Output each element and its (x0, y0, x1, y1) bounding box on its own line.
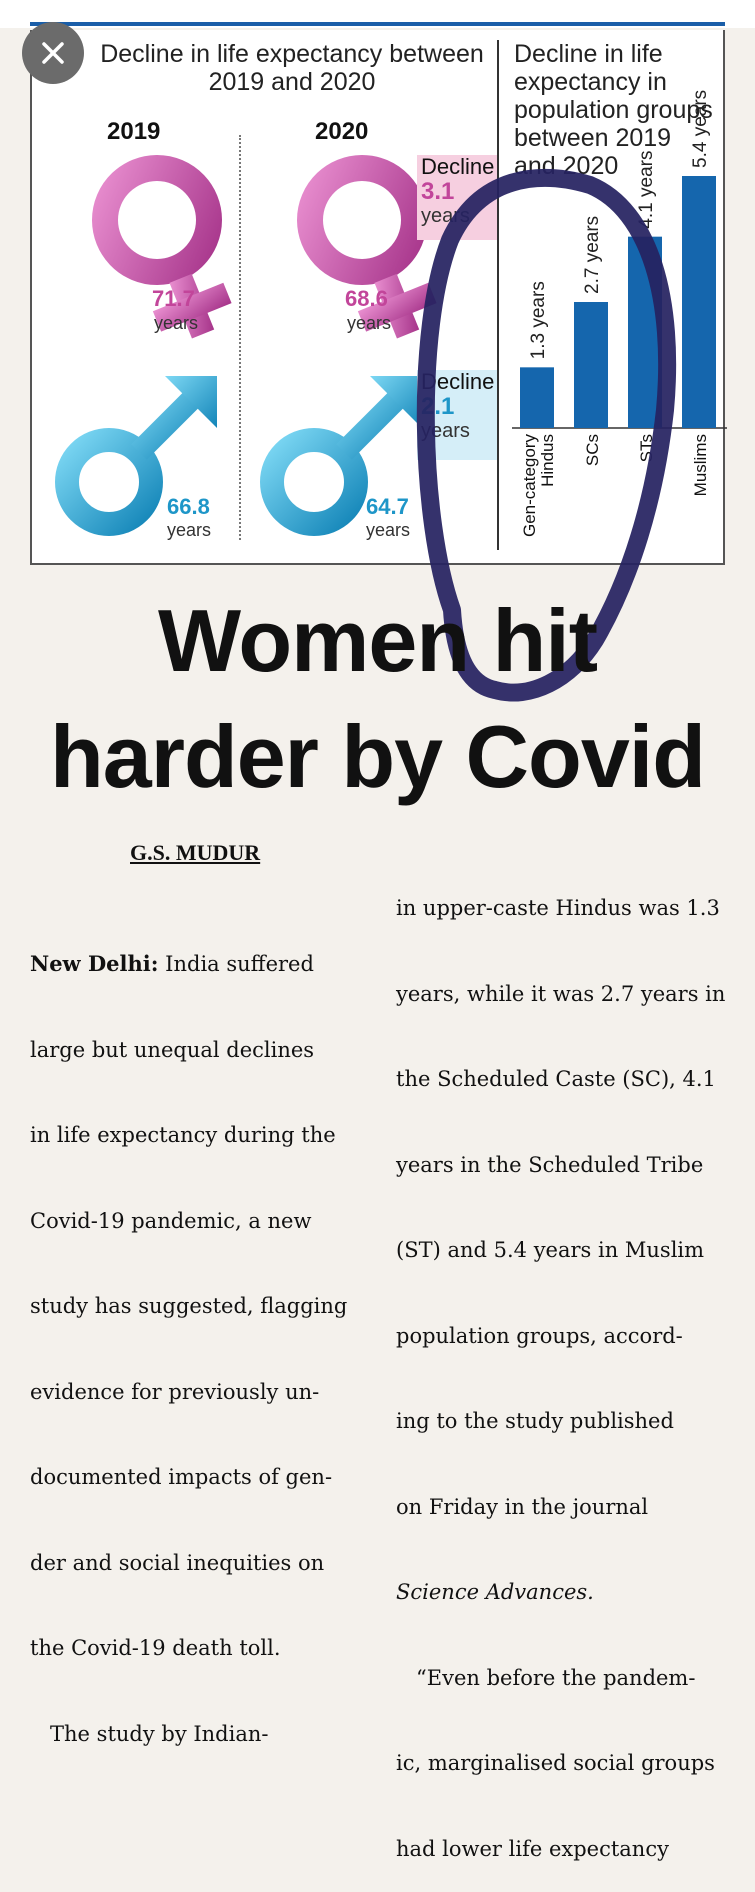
col2-line: the Scheduled Caste (SC), 4.1 (396, 1067, 716, 1091)
page-cutoff (0, 1188, 755, 1200)
right-title-line: Decline in life (514, 40, 663, 68)
col2-line: (ST) and 5.4 years in Muslim (396, 1238, 705, 1262)
section-divider (497, 40, 499, 550)
female-2020-unit: years (347, 313, 392, 333)
year-2019-label: 2019 (107, 118, 161, 145)
bar-value-label: 5.4 years (690, 90, 711, 168)
bar-0 (520, 367, 554, 428)
right-title-line: expectancy in (514, 68, 667, 96)
hand-drawn-circle-annotation (416, 168, 677, 702)
col2-line: Science Advances. (396, 1580, 594, 1604)
headline-line1: Women hit (157, 591, 598, 690)
col1-line: study has suggested, flagging (30, 1294, 348, 1318)
female-2019-unit: years (154, 313, 199, 333)
bar-value-label: 1.3 years (528, 281, 549, 359)
byline: G.S. MUDUR (130, 840, 261, 865)
female-decline-label: Decline (421, 154, 495, 179)
left-title-line2: 2019 and 2020 (208, 68, 376, 96)
col2-line: population groups, accord- (396, 1323, 683, 1348)
col2-line: years, while it was 2.7 years in (396, 981, 726, 1006)
col2-line: ic, marginalised social groups (396, 1751, 715, 1775)
col1-line: Covid-19 pandemic, a new (30, 1208, 312, 1233)
female-decline-value: 3.1 (421, 178, 455, 205)
col2-line: years in the Scheduled Tribe (396, 1152, 704, 1177)
article-column-1: New Delhi: India suffered large but uneq… (30, 893, 370, 1777)
right-title-line: population groups (514, 96, 713, 124)
left-title-line1: Decline in life expectancy between (100, 40, 484, 68)
col1-line: in life expectancy during the (30, 1123, 336, 1147)
close-button[interactable] (22, 22, 84, 84)
year-2020-label: 2020 (315, 118, 369, 145)
close-icon (42, 42, 64, 64)
article-column-2: in upper-caste Hindus was 1.3 years, whi… (396, 837, 736, 1892)
bar-value-label: 4.1 years (636, 151, 657, 229)
female-2020-value: 68.6 (345, 286, 388, 311)
female-symbol-2019-icon (92, 155, 232, 339)
col2-line: in upper-caste Hindus was 1.3 (396, 896, 720, 920)
col2-line: ing to the study published (396, 1409, 674, 1433)
infographic-panel: Decline in life expectancy between 2019 … (30, 30, 727, 565)
col1-line: large but unequal declines (30, 1037, 315, 1062)
female-symbol-2020-icon (297, 155, 437, 339)
col2-line: “Even before the pandem- (396, 1665, 696, 1690)
col1-line: the Covid-19 death toll. (30, 1636, 281, 1660)
male-2019-unit: years (167, 520, 212, 540)
col2-line: on Friday in the journal (396, 1494, 649, 1519)
col2-line: had lower life expectancy (396, 1836, 669, 1861)
col1-line: The study by Indian- (30, 1721, 269, 1746)
bar-3 (682, 176, 716, 428)
bar-1 (574, 302, 608, 428)
graphic-header-strip (0, 0, 755, 28)
right-title-line: between 2019 (514, 124, 672, 152)
male-2019-value: 66.8 (167, 494, 210, 519)
col1-line: New Delhi: India suffered (30, 951, 314, 976)
male-symbol-2020-icon (260, 376, 422, 536)
header-rule (30, 22, 725, 26)
female-2019-value: 71.7 (152, 286, 195, 311)
headline-line2: harder by Covid (50, 707, 706, 806)
column-divider (239, 135, 241, 540)
bar-category-label: SCs (583, 434, 602, 466)
col1-line: evidence for previously un- (30, 1379, 320, 1404)
male-2020-unit: years (366, 520, 411, 540)
male-symbol-2019-icon (55, 376, 217, 536)
col1-line: der and social inequities on (30, 1550, 325, 1575)
col1-line: documented impacts of gen- (30, 1465, 333, 1489)
male-2020-value: 64.7 (366, 494, 409, 519)
bar-value-label: 2.7 years (582, 216, 603, 294)
bar-category-label: Gen-categoryHindus (520, 434, 557, 537)
left-title: Decline in life expectancy between 2019 … (87, 40, 497, 96)
right-title: Decline in life expectancy in population… (514, 40, 724, 180)
bar-category-label: Muslims (691, 434, 710, 496)
